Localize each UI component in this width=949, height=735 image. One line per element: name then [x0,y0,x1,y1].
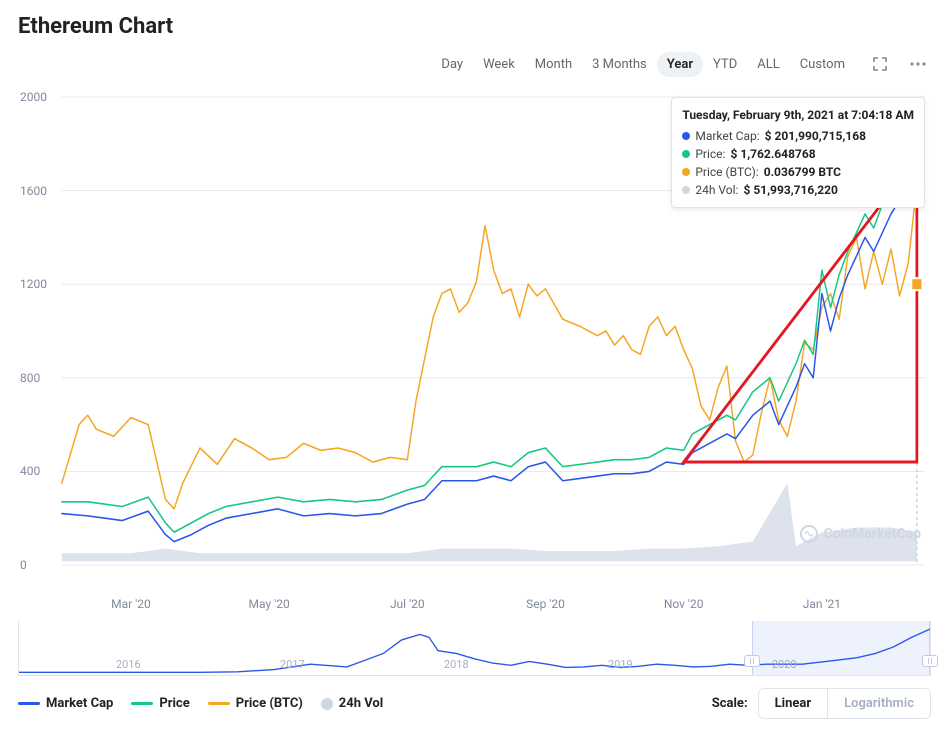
legend-swatch [208,702,230,705]
more-icon[interactable] [905,51,931,77]
watermark-text: CoinMarketCap [824,526,921,542]
overview-tick-label: 2019 [608,658,633,671]
range-week[interactable]: Week [473,52,525,77]
page-title: Ethereum Chart [0,0,949,45]
main-chart[interactable]: 0400800120016002000 Mar '20May '20Jul '2… [18,91,931,591]
tooltip-row: Price (BTC): 0.036799 BTC [682,163,914,181]
scale-label: Scale: [712,696,748,711]
tooltip-date: Tuesday, February 9th, 2021 at 7:04:18 A… [682,106,914,124]
range-3-months[interactable]: 3 Months [582,52,657,77]
x-tick-label: May '20 [249,597,290,611]
watermark: CoinMarketCap [800,525,921,543]
legend-label: Price (BTC) [236,696,303,711]
bottom-bar: Market Cap Price Price (BTC) 24h Vol Scale:… [18,688,931,719]
x-tick-label: Sep '20 [526,597,565,611]
legend-item-price-btc-[interactable]: Price (BTC) [208,696,303,711]
legend-label: 24h Vol [339,696,383,711]
overview-chart[interactable]: 20162017201820192020 [18,621,931,676]
range-all[interactable]: ALL [747,52,789,77]
hover-tooltip: Tuesday, February 9th, 2021 at 7:04:18 A… [671,97,925,208]
legend-label: Market Cap [46,696,113,711]
scale-control: Scale: LinearLogarithmic [712,688,931,719]
tooltip-row: Market Cap: $ 201,990,715,168 [682,127,914,145]
x-tick-label: Jan '21 [803,597,841,611]
range-day[interactable]: Day [431,52,473,77]
tooltip-row: 24h Vol: $ 51,993,716,220 [682,181,914,199]
y-tick-label: 2000 [20,90,47,104]
legend-swatch [321,698,333,710]
legend: Market Cap Price Price (BTC) 24h Vol [18,696,383,711]
range-toolbar: DayWeekMonth3 MonthsYearYTDALLCustom [0,45,949,81]
x-tick-label: Mar '20 [111,597,151,611]
overview-tick-label: 2018 [444,658,469,671]
overview-handle-left[interactable] [744,655,760,667]
legend-swatch [131,702,153,705]
scale-toggle[interactable]: LinearLogarithmic [758,688,931,719]
range-custom[interactable]: Custom [790,52,855,77]
y-tick-label: 0 [20,558,27,572]
y-tick-label: 400 [20,464,40,478]
legend-item-24h-vol[interactable]: 24h Vol [321,696,383,711]
y-tick-label: 800 [20,371,40,385]
x-tick-label: Jul '20 [390,597,425,611]
overview-tick-label: 2016 [116,658,141,671]
x-tick-label: Nov '20 [664,597,704,611]
range-year[interactable]: Year [657,52,703,77]
tooltip-row: Price: $ 1,762.648768 [682,145,914,163]
legend-swatch [18,702,40,705]
range-ytd[interactable]: YTD [703,52,747,77]
y-tick-label: 1200 [20,277,47,291]
scale-linear[interactable]: Linear [759,689,828,718]
legend-item-price[interactable]: Price [131,696,189,711]
overview-tick-label: 2017 [280,658,305,671]
scale-logarithmic[interactable]: Logarithmic [827,689,930,718]
watermark-logo-icon [800,525,818,543]
y-tick-label: 1600 [20,184,47,198]
fullscreen-icon[interactable] [867,51,893,77]
legend-item-market-cap[interactable]: Market Cap [18,696,113,711]
overview-handle-right[interactable] [922,655,938,667]
legend-label: Price [159,696,189,711]
overview-selection[interactable] [752,621,930,675]
range-month[interactable]: Month [525,52,582,77]
